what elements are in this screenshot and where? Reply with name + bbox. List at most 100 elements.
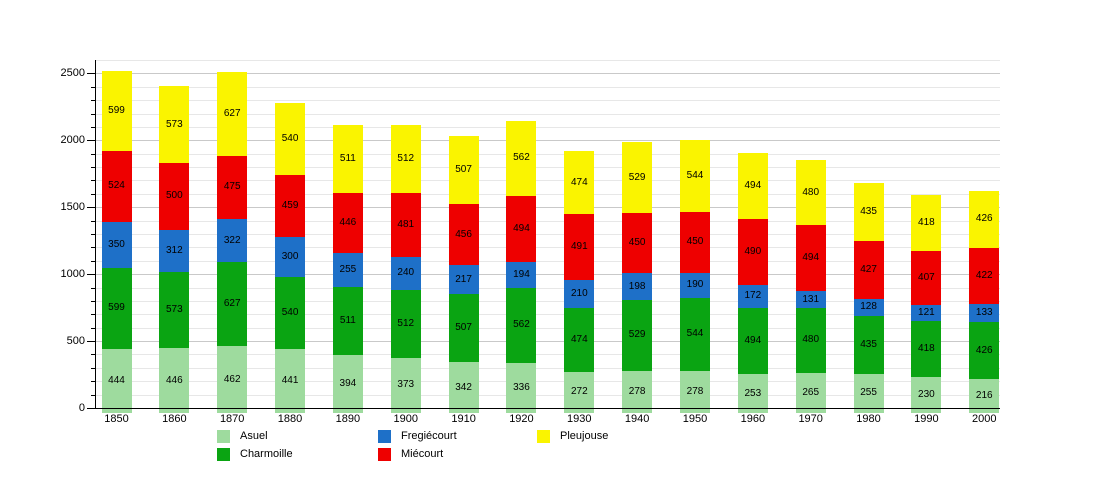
bar-segment-charmoille: 627 (217, 262, 248, 347)
gridline-300 (95, 367, 1000, 369)
segment-value-label: 544 (686, 328, 704, 340)
y-axis-minor-tick-2100 (91, 126, 95, 128)
bar-segment-charmoille: 474 (564, 308, 595, 372)
legend-item-pleujouse: Pleujouse (537, 430, 608, 443)
x-axis-label-1890: 1890 (335, 413, 361, 425)
x-axis-label-1960: 1960 (740, 413, 766, 425)
bar-segment-charmoille: 480 (795, 308, 826, 373)
y-axis-minor-tick-200 (91, 381, 95, 383)
x-axis-label-1970: 1970 (798, 413, 823, 425)
x-axis-label-1880: 1880 (277, 413, 303, 425)
bar-segment-miécourt: 481 (390, 193, 421, 258)
bar-1890: 511 446 255 511 394 (332, 124, 363, 413)
segment-value-label: 450 (628, 237, 646, 249)
bar-segment-pleujouse: 435 (853, 183, 884, 242)
segment-value-label: 599 (108, 302, 125, 314)
bar-segment-miécourt: 446 (332, 193, 363, 253)
bar-segment-asuel: 441 (275, 348, 306, 413)
segment-value-label: 446 (166, 374, 183, 386)
segment-value-label: 131 (802, 293, 820, 305)
bar-segment-asuel: 342 (448, 362, 479, 413)
segment-value-label: 512 (397, 317, 415, 329)
gridline-2100 (95, 126, 1000, 128)
y-axis-tick-2500 (87, 73, 95, 75)
gridline-800 (95, 300, 1000, 302)
bar-segment-asuel: 278 (680, 370, 710, 413)
bar-segment-miécourt: 490 (737, 219, 768, 285)
bar-segment-charmoille: 599 (101, 268, 132, 349)
bar-segment-pleujouse: 627 (217, 71, 248, 156)
gridline-500 (95, 341, 1000, 343)
legend-label-miécourt: Miécourt (401, 448, 444, 460)
gridline-100 (95, 394, 1000, 396)
segment-value-label: 217 (455, 273, 472, 285)
segment-value-label: 230 (918, 389, 935, 401)
segment-value-label: 627 (223, 298, 241, 310)
bar-1960: 494 490 172 494 253 (737, 153, 768, 413)
bar-1940: 529 450 198 529 278 (622, 142, 653, 413)
segment-value-label: 190 (686, 279, 704, 291)
gridline-1000 (95, 274, 1000, 276)
segment-value-label: 272 (570, 386, 588, 398)
y-axis-label-1500: 1500 (60, 201, 85, 214)
bar-segment-charmoille: 529 (622, 299, 653, 371)
gridline-1600 (95, 193, 1000, 195)
bar-segment-miécourt: 450 (622, 213, 653, 274)
bar-segment-fregiécourt: 128 (853, 298, 884, 316)
bar-segment-miécourt: 456 (448, 204, 479, 266)
segment-value-label: 435 (860, 206, 877, 218)
segment-value-label: 524 (108, 180, 125, 192)
y-axis-minor-tick-1100 (91, 260, 95, 262)
bar-segment-fregiécourt: 300 (275, 236, 306, 277)
bar-segment-charmoille: 511 (332, 286, 363, 356)
legend-swatch-miécourt (378, 448, 391, 461)
legend-swatch-fregiécourt (378, 430, 391, 443)
bar-segment-pleujouse: 507 (448, 136, 479, 205)
y-axis-label-0: 0 (78, 402, 85, 414)
y-axis-minor-tick-100 (91, 394, 95, 396)
gridline-2600 (95, 60, 1000, 61)
legend-label-charmoille: Charmoille (240, 448, 293, 460)
bar-segment-fregiécourt: 133 (969, 304, 1000, 323)
segment-value-label: 540 (281, 132, 299, 144)
y-axis-minor-tick-1400 (91, 220, 95, 222)
y-axis-label-2000: 2000 (60, 134, 85, 147)
bar-segment-fregiécourt: 240 (390, 257, 421, 290)
segment-value-label: 450 (686, 236, 704, 248)
y-axis-minor-tick-2200 (91, 113, 95, 115)
y-axis-minor-tick-300 (91, 367, 95, 369)
bar-segment-pleujouse: 562 (506, 120, 537, 196)
y-axis-minor-tick-400 (91, 354, 95, 356)
segment-value-label: 512 (397, 152, 415, 164)
bar-segment-asuel: 230 (911, 377, 942, 413)
bar-segment-charmoille: 573 (159, 271, 190, 349)
legend-item-asuel: Asuel (217, 430, 268, 443)
segment-value-label: 446 (339, 216, 357, 228)
segment-value-label: 511 (339, 315, 356, 327)
segment-value-label: 418 (918, 216, 935, 228)
bar-segment-fregiécourt: 350 (101, 221, 132, 269)
segment-value-label: 373 (397, 379, 415, 391)
bar-1950: 544 450 190 544 278 (680, 139, 710, 413)
y-axis-minor-tick-2300 (91, 100, 95, 102)
plot-area: 599 524 350 599 444 573 500 312 573 446 627 475 322 6… (95, 60, 1000, 413)
segment-value-label: 253 (744, 387, 762, 399)
bar-segment-pleujouse: 426 (969, 190, 1000, 248)
bar-segment-pleujouse: 544 (680, 139, 710, 213)
segment-value-label: 172 (744, 290, 762, 302)
segment-value-label: 474 (570, 176, 588, 188)
y-axis-line (95, 60, 96, 409)
bar-segment-asuel: 444 (101, 348, 132, 413)
y-axis-minor-tick-800 (91, 300, 95, 302)
legend-swatch-pleujouse (537, 430, 550, 443)
y-axis-tick-1000 (87, 274, 95, 276)
segment-value-label: 475 (223, 181, 241, 193)
x-axis-label-2000: 2000 (972, 413, 997, 425)
bar-segment-miécourt: 427 (853, 241, 884, 299)
y-axis-minor-tick-1900 (91, 153, 95, 155)
bar-segment-charmoille: 540 (275, 276, 306, 349)
segment-value-label: 121 (918, 307, 935, 319)
bar-segment-charmoille: 426 (969, 322, 1000, 380)
gridline-600 (95, 327, 1000, 329)
